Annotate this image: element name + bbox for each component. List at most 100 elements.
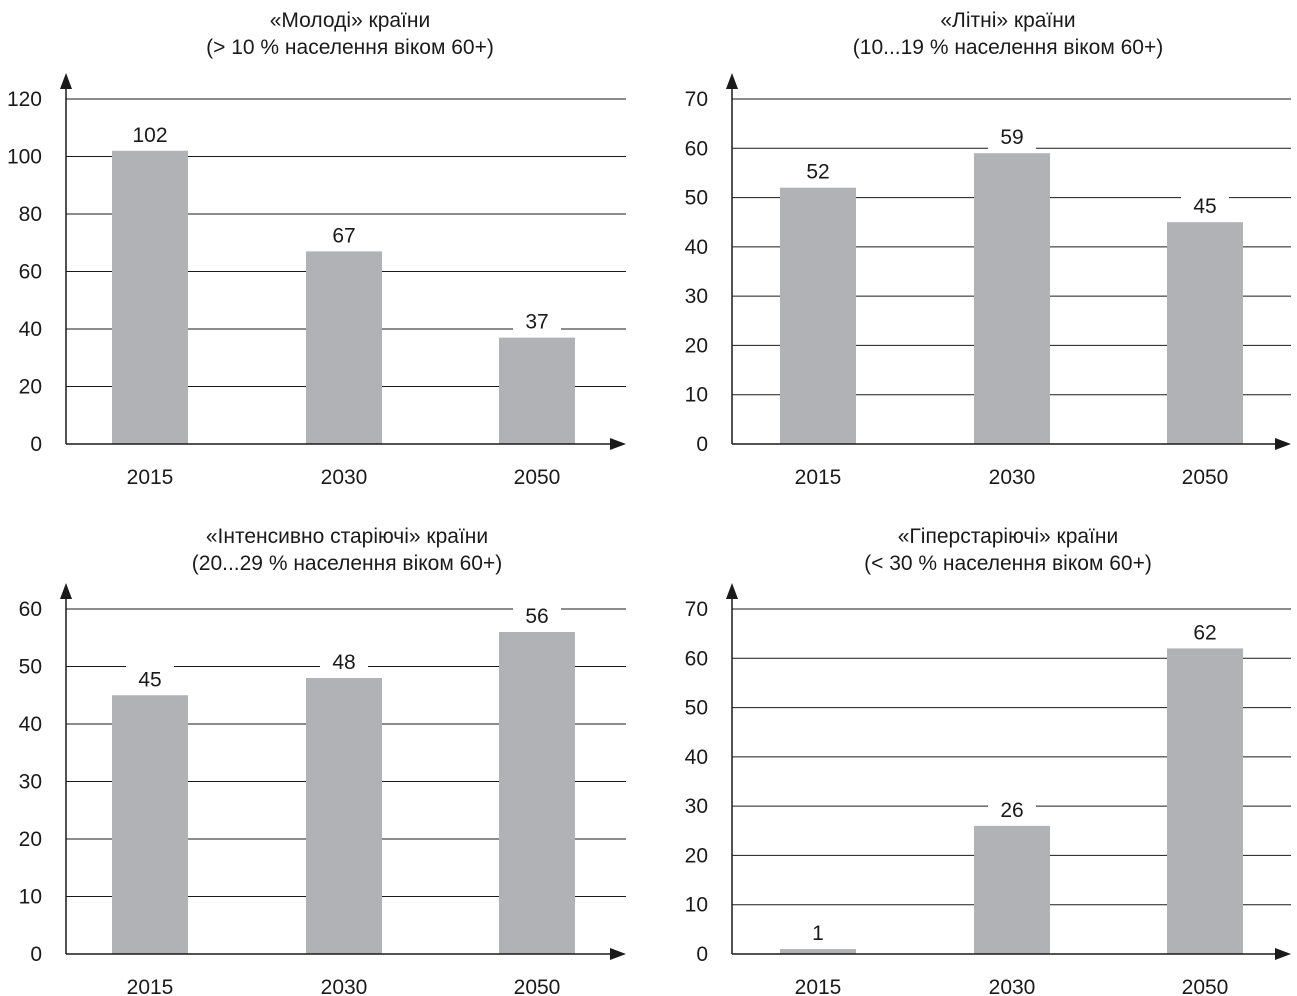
y-tick-label: 30 bbox=[685, 285, 708, 308]
chart-title: «Інтенсивно старіючі» країни bbox=[205, 525, 489, 548]
y-tick-label: 40 bbox=[685, 236, 708, 259]
value-label-bg bbox=[320, 647, 368, 674]
value-label: 59 bbox=[1000, 126, 1023, 149]
chart-title-block: «Гіперстаріючі» країни (< 30 % населення… bbox=[708, 523, 1297, 577]
value-label-bg bbox=[126, 664, 174, 692]
y-tick-label: 70 bbox=[685, 88, 708, 111]
y-tick-label: 60 bbox=[19, 261, 42, 284]
y-tick-label: 0 bbox=[30, 943, 42, 966]
bar bbox=[780, 949, 856, 954]
value-label-bg bbox=[1181, 191, 1229, 219]
bar bbox=[780, 187, 856, 444]
value-label-bg bbox=[988, 794, 1036, 822]
x-tick-label: 2050 bbox=[514, 976, 561, 996]
chart-subtitle: (10...19 % населення віком 60+) bbox=[852, 36, 1164, 59]
y-tick-label: 40 bbox=[19, 318, 42, 341]
chart-subtitle: (> 10 % населення віком 60+) bbox=[206, 36, 494, 59]
x-tick-label: 2030 bbox=[989, 466, 1036, 489]
y-tick-label: 30 bbox=[685, 795, 708, 818]
x-tick-label: 2015 bbox=[127, 976, 174, 996]
chart-subtitle: (20...29 % населення віком 60+) bbox=[191, 552, 503, 575]
x-tick-label: 2050 bbox=[1182, 466, 1229, 489]
x-tick-label: 2050 bbox=[1182, 976, 1229, 996]
bar bbox=[974, 153, 1050, 444]
value-label-bg bbox=[794, 156, 842, 184]
chart-title: «Гіперстаріючі» країни bbox=[897, 525, 1119, 548]
value-label: 48 bbox=[332, 651, 355, 674]
value-label: 56 bbox=[525, 605, 548, 628]
value-label-bg bbox=[513, 601, 561, 628]
y-tick-label: 10 bbox=[19, 886, 42, 909]
chart-young-countries: «Молоді» країни (> 10 % населення віком … bbox=[0, 0, 648, 498]
value-label-bg bbox=[794, 918, 842, 946]
bar-chart-svg: 0 20 40 60 80 100 120 102 2015 67 2030 37 2050 bbox=[7, 73, 626, 489]
value-label: 52 bbox=[806, 161, 829, 184]
y-tick-label: 10 bbox=[685, 894, 708, 917]
x-axis-arrow bbox=[1275, 438, 1291, 450]
y-tick-label: 60 bbox=[685, 647, 708, 670]
value-label: 67 bbox=[332, 224, 355, 247]
value-label-bg bbox=[1181, 617, 1229, 645]
value-label: 102 bbox=[132, 124, 167, 147]
x-axis-arrow bbox=[1275, 948, 1291, 960]
x-axis-arrow bbox=[610, 948, 626, 960]
y-tick-label: 100 bbox=[7, 146, 42, 169]
chart-hyper-aging-countries: «Гіперстаріючі» країни (< 30 % населення… bbox=[648, 498, 1297, 996]
value-label-bg bbox=[513, 306, 561, 334]
y-tick-label: 20 bbox=[685, 844, 708, 867]
chart-subtitle: (< 30 % населення віком 60+) bbox=[864, 552, 1152, 575]
bar bbox=[499, 632, 575, 954]
y-tick-label: 80 bbox=[19, 203, 42, 226]
bar bbox=[306, 678, 382, 954]
y-tick-label: 120 bbox=[7, 88, 42, 111]
bar bbox=[499, 337, 575, 444]
x-tick-label: 2015 bbox=[127, 466, 174, 489]
value-label: 45 bbox=[1193, 195, 1216, 218]
y-tick-label: 20 bbox=[19, 376, 42, 399]
y-tick-label: 60 bbox=[685, 137, 708, 160]
y-tick-label: 10 bbox=[685, 384, 708, 407]
chart-title-block: «Інтенсивно старіючі» країни (20...29 % … bbox=[47, 523, 647, 577]
value-label-bg bbox=[988, 122, 1036, 150]
y-tick-label: 20 bbox=[685, 334, 708, 357]
y-axis-arrow bbox=[60, 583, 72, 599]
value-label: 37 bbox=[525, 311, 548, 334]
chart-title-block: «Молоді» країни (> 10 % населення віком … bbox=[50, 7, 650, 61]
y-tick-label: 50 bbox=[685, 187, 708, 210]
y-tick-label: 40 bbox=[19, 713, 42, 736]
chart-old-countries: «Літні» країни (10...19 % населення віко… bbox=[648, 0, 1297, 498]
bar bbox=[112, 150, 188, 444]
y-axis-arrow bbox=[60, 73, 72, 89]
bar bbox=[1167, 222, 1243, 444]
bar bbox=[306, 251, 382, 444]
x-tick-label: 2050 bbox=[514, 466, 561, 489]
x-tick-label: 2030 bbox=[321, 466, 368, 489]
y-tick-label: 70 bbox=[685, 598, 708, 621]
value-label: 62 bbox=[1193, 621, 1216, 644]
chart-title: «Молоді» країни bbox=[269, 9, 431, 32]
value-label: 45 bbox=[138, 668, 161, 691]
chart-intensively-aging-countries: «Інтенсивно старіючі» країни (20...29 % … bbox=[0, 498, 648, 996]
chart-title: «Літні» країни bbox=[940, 9, 1076, 32]
y-tick-label: 30 bbox=[19, 771, 42, 794]
y-tick-label: 50 bbox=[19, 656, 42, 679]
value-label-bg bbox=[126, 119, 174, 147]
y-tick-label: 0 bbox=[696, 943, 708, 966]
x-tick-label: 2030 bbox=[989, 976, 1036, 996]
x-axis-arrow bbox=[610, 438, 626, 450]
x-tick-label: 2015 bbox=[795, 466, 842, 489]
y-tick-label: 20 bbox=[19, 828, 42, 851]
value-label: 26 bbox=[1000, 799, 1023, 822]
y-axis-arrow bbox=[726, 583, 738, 599]
y-tick-label: 60 bbox=[19, 598, 42, 621]
y-axis-arrow bbox=[726, 73, 738, 89]
bar bbox=[974, 825, 1050, 954]
y-tick-label: 0 bbox=[30, 433, 42, 456]
bar bbox=[112, 695, 188, 954]
y-tick-label: 50 bbox=[685, 697, 708, 720]
x-tick-label: 2015 bbox=[795, 976, 842, 996]
